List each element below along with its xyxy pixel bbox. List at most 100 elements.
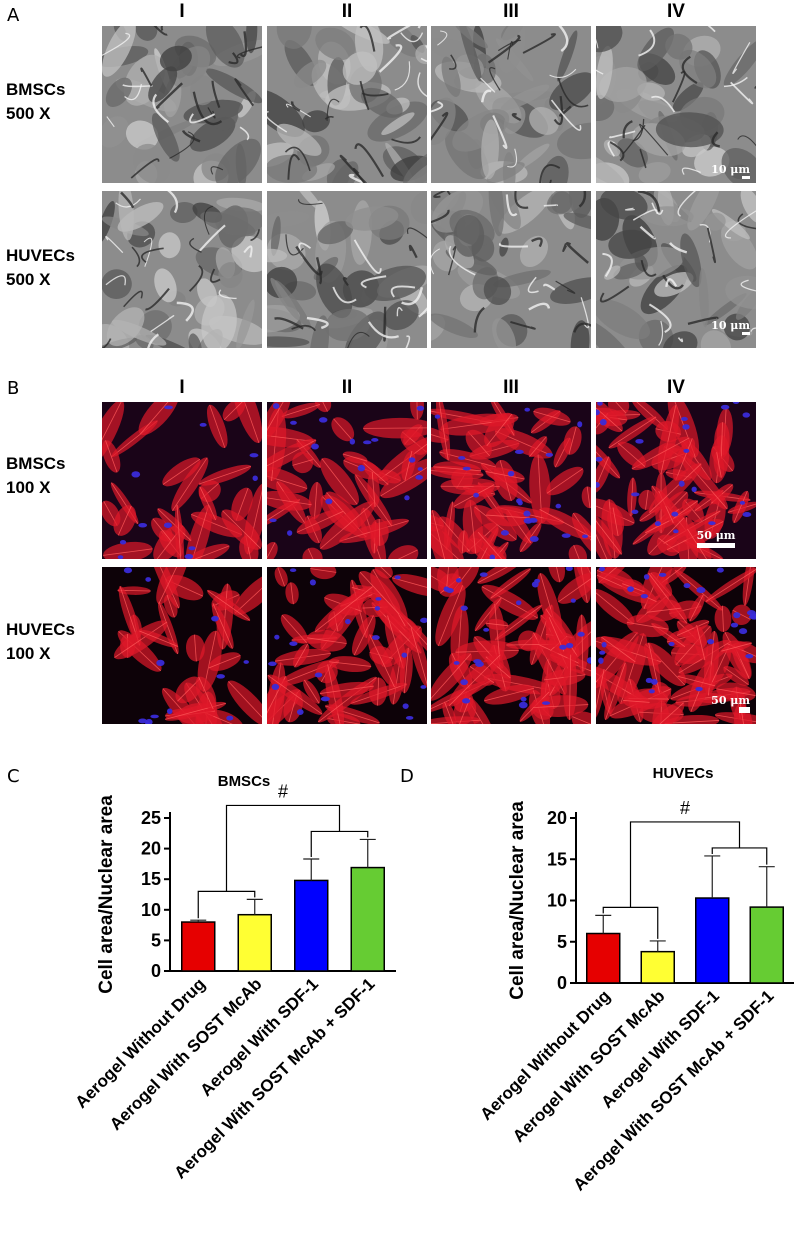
actin-filament [533, 410, 571, 423]
sem-ridge [298, 199, 323, 205]
sem-ridge [754, 86, 756, 89]
sem-flake [154, 268, 177, 303]
actin-filament [573, 545, 583, 559]
sem-ridge [234, 78, 255, 107]
sem-ridge [558, 26, 569, 52]
sem-flake [500, 84, 550, 111]
sem-ridge [239, 31, 248, 58]
actin-fiber-bundle [267, 542, 278, 559]
actin-fiber-bundle [221, 509, 262, 550]
chart-title: HUVECs [653, 765, 714, 782]
actin-filament [105, 440, 118, 473]
nucleus [462, 698, 471, 704]
actin-filament [371, 471, 376, 508]
actin-filament [333, 418, 353, 440]
sem-ridge [648, 303, 672, 333]
actin-fiber-bundle [399, 647, 413, 694]
row-label-b-bmscs: BMSCs 100 X [6, 452, 66, 500]
actin-filament [568, 426, 577, 455]
actin-fiber-bundle [485, 467, 525, 483]
nucleus [529, 517, 538, 523]
nucleus [683, 583, 691, 589]
sem-ridge [671, 70, 686, 103]
sem-ridge [480, 77, 496, 93]
sem-ridge [737, 213, 756, 230]
sem-flake [662, 331, 698, 348]
nucleus [156, 659, 165, 667]
nucleus [529, 536, 539, 542]
sem-flake [453, 26, 488, 49]
actin-fiber-bundle [267, 490, 312, 511]
nucleus [269, 518, 277, 523]
actin-filament [645, 489, 649, 510]
row-name: HUVECs [6, 620, 75, 639]
actin-filament [446, 567, 450, 591]
nucleus [314, 672, 323, 678]
sem-image-bmscs-3 [431, 26, 591, 183]
actin-filament [375, 567, 392, 578]
nucleus [507, 470, 515, 477]
nucleus [460, 605, 468, 611]
actin-fiber-bundle [581, 486, 591, 509]
actin-fiber-bundle [320, 457, 359, 506]
actin-filament [310, 568, 337, 573]
nucleus [138, 718, 148, 724]
sem-flake [294, 191, 323, 212]
sem-ridge [353, 239, 382, 274]
actin-filament [596, 502, 612, 559]
nucleus [344, 618, 351, 625]
actin-fiber-bundle [267, 674, 323, 715]
nucleus [325, 498, 333, 505]
sem-flake [453, 214, 485, 257]
scale-bar-line [742, 332, 750, 335]
actin-fiber-bundle [171, 457, 209, 512]
actin-fiber-bundle [232, 402, 262, 444]
actin-fiber-bundle [457, 530, 469, 554]
sem-flake [415, 44, 427, 65]
actin-fiber-bundle [539, 507, 591, 540]
sem-ridge [449, 54, 457, 70]
bar [294, 879, 329, 972]
sem-flake [503, 106, 526, 135]
actin-filament [363, 427, 427, 429]
actin-filament [720, 422, 723, 459]
sem-ridge [662, 274, 684, 290]
actin-fiber-bundle [308, 481, 323, 520]
actin-fiber-bundle [358, 570, 401, 616]
sem-flake [498, 26, 526, 74]
actin-fiber-bundle [285, 582, 299, 605]
actin-filament [552, 567, 561, 583]
sem-flake [550, 277, 591, 304]
actin-filament [165, 702, 227, 720]
sem-flake [267, 248, 288, 263]
sem-ridge [573, 322, 591, 333]
sem-ridge [123, 290, 143, 308]
actin-filament [290, 582, 294, 605]
row-name: BMSCs [6, 454, 66, 473]
sem-ridge [167, 191, 179, 214]
sem-ridge [181, 129, 201, 143]
actin-filament [477, 567, 524, 584]
actin-fiber-bundle [571, 711, 591, 724]
sem-flake [679, 49, 717, 89]
nucleus [500, 529, 509, 536]
nucleus [582, 534, 588, 539]
significance-bracket [711, 847, 768, 865]
actin-filament [675, 438, 693, 481]
fluorescence-image-huvecs-1 [102, 567, 262, 724]
sem-ridge [566, 241, 589, 264]
col-header-b-4: IV [667, 377, 685, 398]
nucleus [631, 509, 639, 514]
nucleus [716, 567, 724, 573]
sem-ridge [295, 245, 323, 276]
nucleus [473, 659, 482, 664]
actin-filament [675, 625, 711, 666]
nucleus [138, 523, 148, 528]
sem-ridge [120, 191, 135, 209]
actin-fiber-bundle [490, 568, 531, 599]
actin-fiber-bundle [435, 585, 466, 647]
actin-filament [359, 571, 400, 615]
sem-ridge [677, 337, 684, 343]
row-label-b-huvecs: HUVECs 100 X [6, 618, 75, 666]
sem-flake [159, 45, 192, 72]
